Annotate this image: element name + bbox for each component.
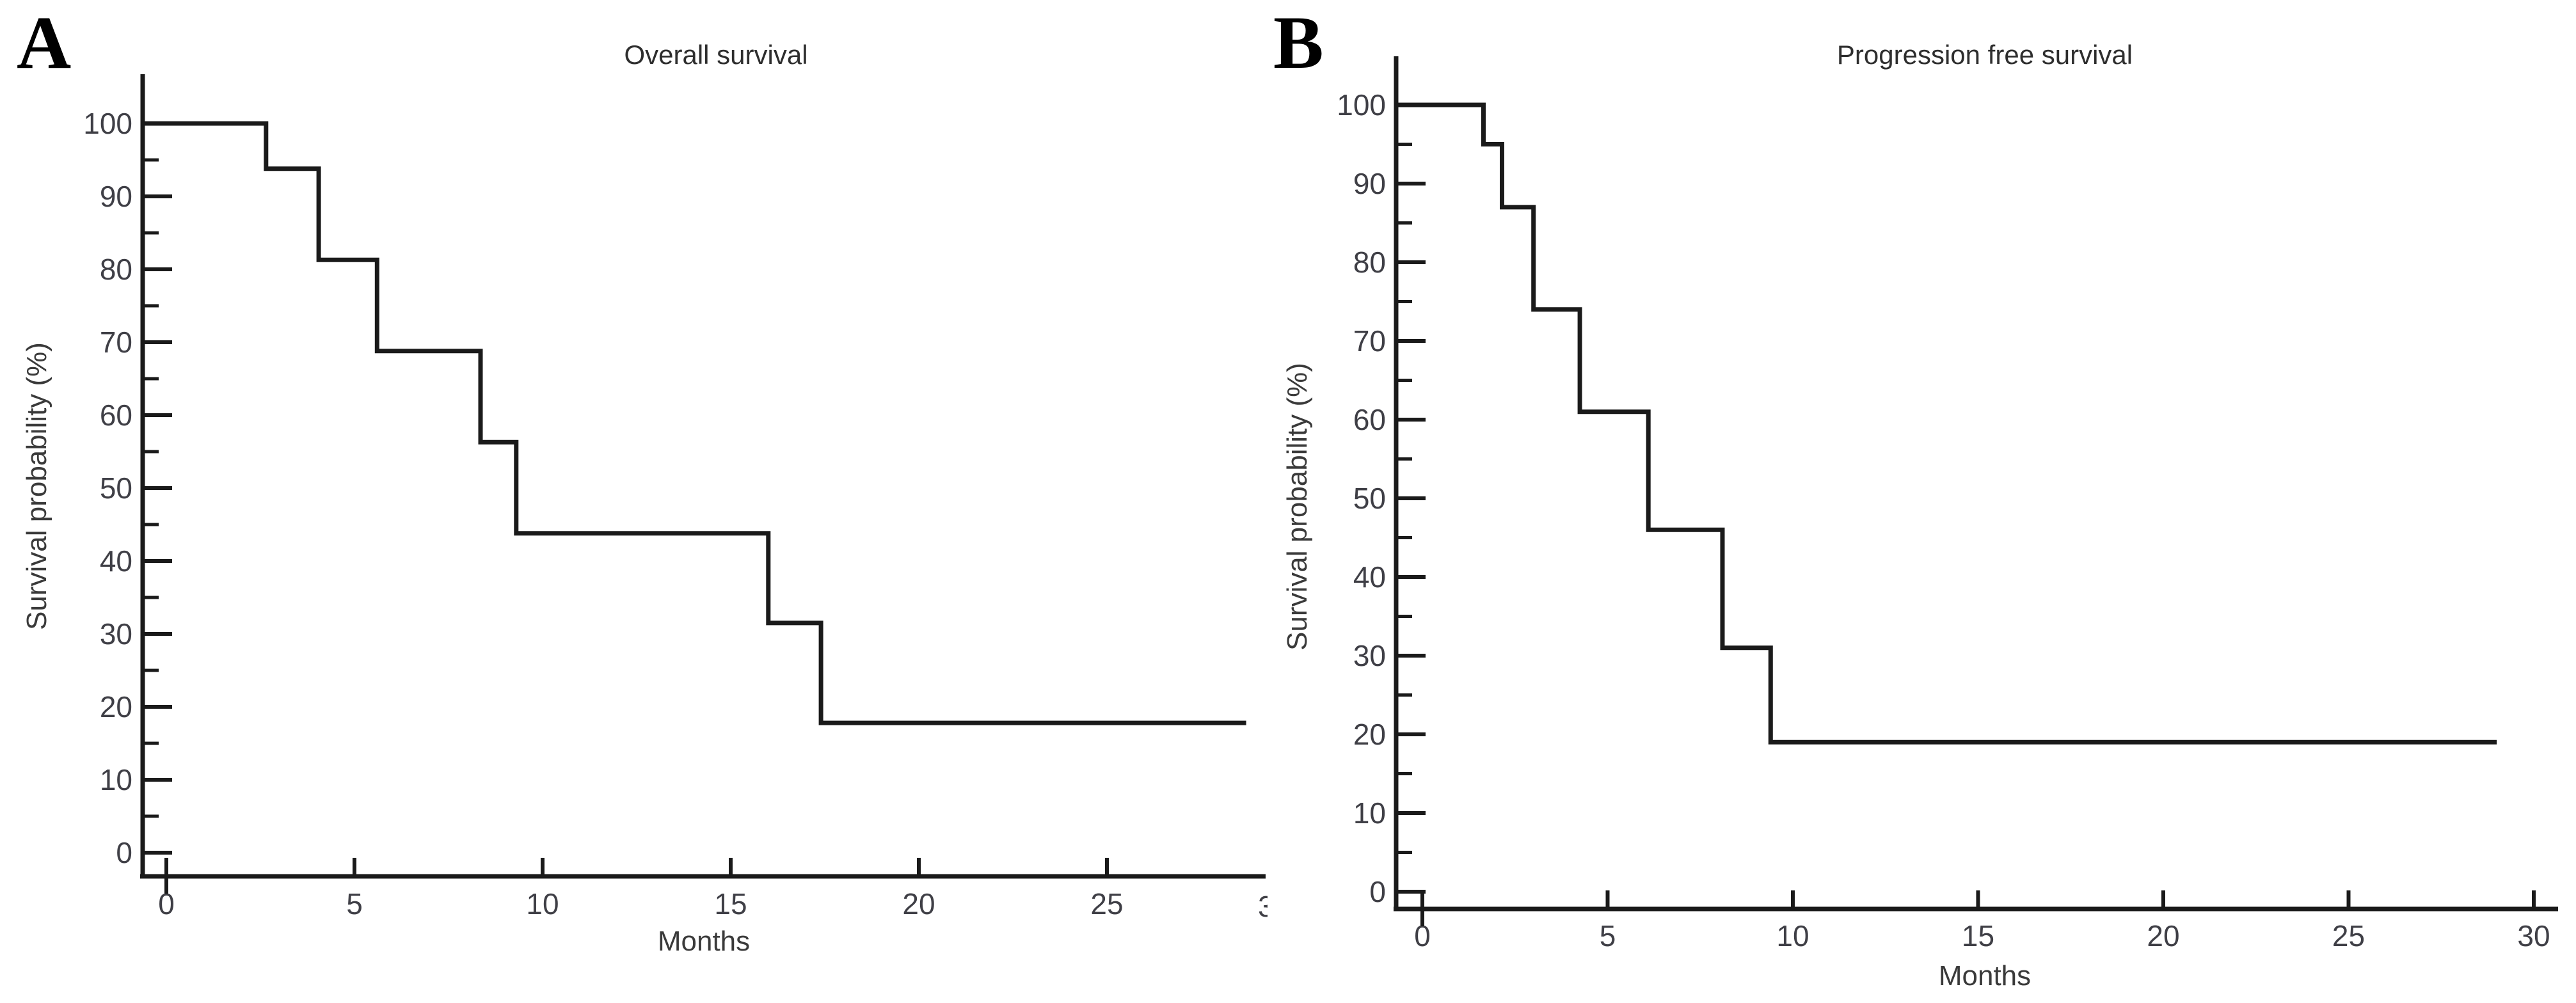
y-tick-label: 100 [1337, 88, 1386, 122]
panel-a-title: Overall survival [624, 40, 808, 70]
y-tick-label: 0 [1369, 875, 1386, 908]
y-tick-label: 20 [100, 690, 132, 723]
y-tick-label: 70 [1353, 324, 1386, 358]
y-tick-label: 10 [100, 763, 132, 796]
y-tick-label: 50 [100, 471, 132, 505]
y-tick-label: 90 [1353, 167, 1386, 200]
survival-curve-b [1397, 102, 2497, 745]
x-tick-label: 15 [1962, 919, 1994, 952]
y-tick-label: 60 [100, 399, 132, 432]
y-tick-label: 90 [100, 180, 132, 213]
x-tick-label: 10 [1776, 919, 1809, 952]
y-tick-label: 100 [83, 107, 132, 140]
y-tick-label: 80 [100, 253, 132, 286]
panel-b-title: Progression free survival [1836, 40, 2133, 70]
x-tick-label: 10 [526, 887, 559, 920]
panel-b-x-axis-label: Months [1938, 960, 2031, 991]
y-tick-label: 30 [1353, 639, 1386, 672]
x-tick-label: 15 [714, 887, 747, 920]
panel-letter-a: A [17, 1, 72, 84]
panel-letter-b: B [1273, 1, 1324, 84]
panel-a-x-axis-label: Months [657, 926, 751, 957]
x-tick-label: 30 [2517, 919, 2550, 952]
y-tick-label: 80 [1353, 246, 1386, 279]
survival-curve-a [144, 121, 1246, 725]
y-tick-label: 30 [100, 617, 132, 651]
y-tick-label: 40 [100, 544, 132, 578]
y-tick-label: 40 [1353, 560, 1386, 594]
x-tick-label: 20 [902, 887, 935, 920]
x-tick-label: 25 [2332, 919, 2365, 952]
y-tick-label: 10 [1353, 796, 1386, 830]
x-tick-label: 5 [1600, 919, 1616, 952]
y-tick-label: 70 [100, 326, 132, 359]
y-tick-label: 60 [1353, 403, 1386, 436]
y-tick-label: 50 [1353, 482, 1386, 515]
y-tick-label: 20 [1353, 718, 1386, 751]
y-tick-label: 0 [116, 836, 132, 869]
panel-a-clipped-x-tick-30: 30 [1258, 890, 1268, 922]
x-tick-label: 5 [346, 887, 363, 920]
x-tick-label: 25 [1090, 887, 1123, 920]
x-tick-label: 20 [2147, 919, 2179, 952]
